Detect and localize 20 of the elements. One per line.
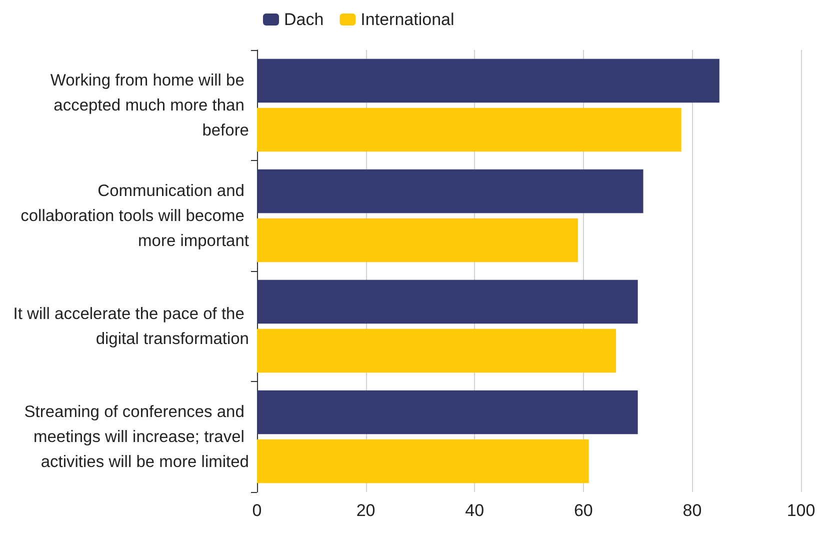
bar bbox=[257, 218, 578, 262]
x-tick-label: 100 bbox=[786, 501, 816, 520]
bar bbox=[257, 58, 720, 103]
y-tick-label: Working from home will be accepted much more than before bbox=[50, 71, 249, 140]
x-tick-label: 0 bbox=[252, 501, 262, 520]
y-tick-label: It will accelerate the pace of the digital transformation bbox=[13, 304, 249, 348]
y-tick-label: Communication and collaboration tools will become more important bbox=[20, 182, 250, 250]
x-tick-label: 80 bbox=[682, 501, 702, 520]
bar bbox=[257, 169, 644, 214]
x-tick-label: 60 bbox=[574, 501, 593, 520]
bar bbox=[257, 328, 616, 373]
bar bbox=[257, 390, 638, 434]
legend-label: Dach bbox=[284, 10, 324, 29]
bar bbox=[257, 280, 638, 324]
bar bbox=[257, 439, 589, 484]
legend-label: International bbox=[360, 10, 454, 29]
y-tick-label: Streaming of conferences and meetings will increase; travel activities will be more limited bbox=[24, 402, 249, 471]
x-tick-label: 20 bbox=[356, 501, 376, 520]
bar bbox=[257, 108, 682, 152]
x-tick-label: 40 bbox=[465, 501, 484, 520]
